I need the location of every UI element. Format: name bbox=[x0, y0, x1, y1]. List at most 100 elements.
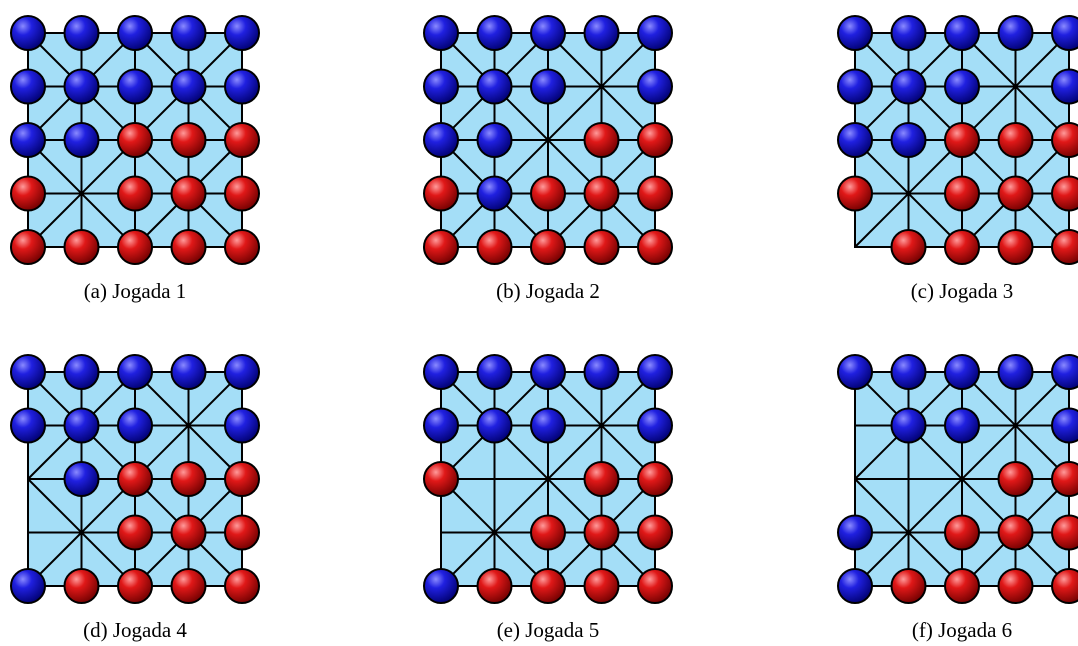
blue-piece bbox=[10, 68, 46, 105]
red-piece bbox=[476, 229, 513, 265]
blue-piece bbox=[997, 354, 1034, 390]
blue-piece bbox=[583, 15, 620, 51]
red-piece bbox=[63, 568, 100, 604]
blue-piece bbox=[423, 15, 459, 51]
red-piece bbox=[224, 122, 260, 158]
red-piece bbox=[530, 229, 566, 265]
board-line bbox=[440, 478, 549, 587]
board bbox=[10, 15, 260, 265]
blue-piece bbox=[10, 15, 46, 51]
blue-piece bbox=[224, 354, 260, 390]
blue-piece bbox=[117, 354, 153, 390]
blue-piece bbox=[637, 407, 673, 444]
red-piece bbox=[117, 229, 153, 265]
blue-piece bbox=[890, 407, 927, 444]
blue-piece bbox=[63, 407, 100, 444]
red-piece bbox=[583, 175, 620, 212]
red-piece bbox=[224, 568, 260, 604]
board-line bbox=[440, 32, 656, 248]
blue-piece bbox=[423, 354, 459, 390]
blue-piece bbox=[944, 68, 980, 105]
board-line bbox=[27, 478, 136, 587]
red-piece bbox=[170, 122, 207, 158]
board-line bbox=[547, 32, 656, 141]
board bbox=[10, 354, 260, 604]
red-piece bbox=[117, 175, 153, 212]
blue-piece bbox=[63, 122, 100, 158]
red-piece bbox=[637, 175, 673, 212]
blue-piece bbox=[476, 407, 513, 444]
red-piece bbox=[63, 229, 100, 265]
blue-piece bbox=[117, 407, 153, 444]
red-piece bbox=[224, 514, 260, 551]
red-piece bbox=[997, 175, 1034, 212]
red-piece bbox=[530, 175, 566, 212]
red-piece bbox=[423, 175, 459, 212]
red-piece bbox=[997, 229, 1034, 265]
red-piece bbox=[997, 461, 1034, 497]
blue-piece bbox=[837, 68, 873, 105]
red-piece bbox=[944, 229, 980, 265]
red-piece bbox=[117, 514, 153, 551]
red-piece bbox=[10, 229, 46, 265]
red-piece bbox=[1051, 175, 1078, 212]
blue-piece bbox=[837, 568, 873, 604]
blue-piece bbox=[224, 68, 260, 105]
red-piece bbox=[583, 461, 620, 497]
blue-piece bbox=[530, 68, 566, 105]
blue-piece bbox=[224, 15, 260, 51]
blue-piece bbox=[170, 354, 207, 390]
red-piece bbox=[997, 122, 1034, 158]
red-piece bbox=[170, 568, 207, 604]
blue-piece bbox=[530, 15, 566, 51]
board-line bbox=[547, 371, 656, 480]
blue-piece bbox=[476, 354, 513, 390]
blue-piece bbox=[117, 15, 153, 51]
red-piece bbox=[637, 568, 673, 604]
red-piece bbox=[583, 229, 620, 265]
blue-piece bbox=[117, 68, 153, 105]
red-piece bbox=[117, 568, 153, 604]
blue-piece bbox=[423, 407, 459, 444]
blue-piece bbox=[170, 68, 207, 105]
red-piece bbox=[170, 514, 207, 551]
blue-piece bbox=[530, 354, 566, 390]
caption: (f) Jogada 6 bbox=[912, 618, 1012, 642]
blue-piece bbox=[890, 15, 927, 51]
blue-piece bbox=[837, 514, 873, 551]
blue-piece bbox=[583, 354, 620, 390]
red-piece bbox=[530, 568, 566, 604]
red-piece bbox=[170, 229, 207, 265]
red-piece bbox=[1051, 122, 1078, 158]
blue-piece bbox=[10, 568, 46, 604]
blue-piece bbox=[1051, 354, 1078, 390]
caption: (a) Jogada 1 bbox=[84, 279, 187, 303]
red-piece bbox=[224, 461, 260, 497]
red-piece bbox=[944, 514, 980, 551]
red-piece bbox=[530, 514, 566, 551]
caption: (c) Jogada 3 bbox=[911, 279, 1014, 303]
blue-piece bbox=[837, 15, 873, 51]
board bbox=[837, 15, 1078, 265]
red-piece bbox=[170, 461, 207, 497]
red-piece bbox=[583, 568, 620, 604]
blue-piece bbox=[890, 68, 927, 105]
blue-piece bbox=[10, 354, 46, 390]
board-line bbox=[134, 371, 243, 480]
red-piece bbox=[637, 229, 673, 265]
red-piece bbox=[224, 175, 260, 212]
red-piece bbox=[837, 175, 873, 212]
board-line bbox=[854, 478, 963, 587]
blue-piece bbox=[63, 68, 100, 105]
board bbox=[423, 354, 673, 604]
red-piece bbox=[10, 175, 46, 212]
blue-piece bbox=[10, 407, 46, 444]
red-piece bbox=[890, 568, 927, 604]
blue-piece bbox=[63, 15, 100, 51]
blue-piece bbox=[944, 15, 980, 51]
board-line bbox=[440, 371, 656, 587]
blue-piece bbox=[476, 68, 513, 105]
blue-piece bbox=[637, 68, 673, 105]
